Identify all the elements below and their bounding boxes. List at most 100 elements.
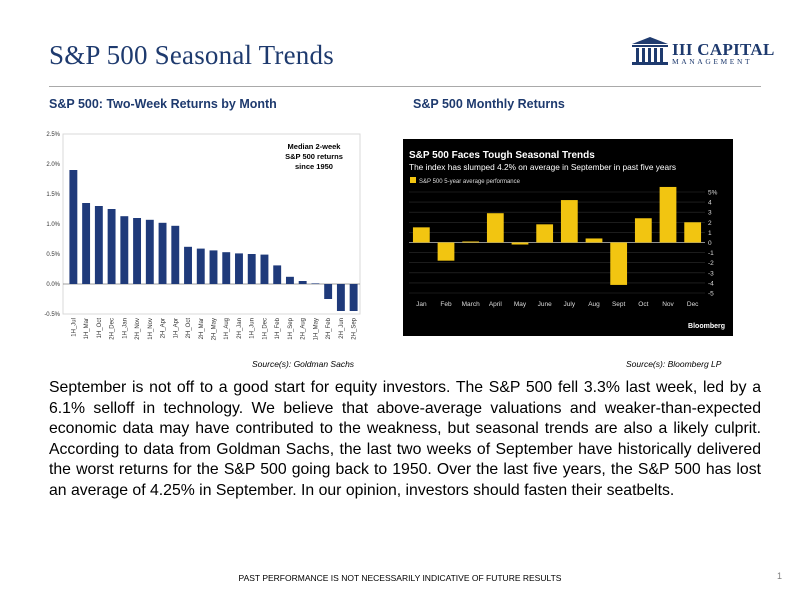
- two-week-returns-chart: 2.5% 2.0% 1.5% 1.0% 0.5% 0.0% -0.5% 1H_Jul 1H_Ma…: [44, 132, 361, 340]
- chart-annotation: since 1950: [295, 162, 333, 171]
- x-tick-label: 1H_Jan: [122, 318, 128, 339]
- y-tick-label: -3: [708, 270, 714, 277]
- chart-annotation: S&P 500 returns: [285, 152, 343, 161]
- bar-2H_Nov: [133, 218, 142, 284]
- bar-Feb: [437, 242, 455, 261]
- bar-1H_Aug: [222, 252, 231, 284]
- bar-Sept: [610, 242, 628, 285]
- left-source-note: Source(s): Goldman Sachs: [252, 359, 355, 369]
- y-tick-label: 4: [708, 200, 712, 207]
- x-tick-label: 2H_Dec: [110, 318, 116, 340]
- x-tick-label: Jan: [416, 301, 427, 308]
- bar-1H_Jan: [120, 216, 129, 284]
- y-tick-label: 0: [708, 240, 712, 247]
- x-tick-label: April: [489, 301, 503, 308]
- x-tick-label: 2H_Jun: [339, 318, 345, 339]
- y-tick-label: 0.0%: [46, 282, 60, 288]
- building-icon: [632, 37, 668, 65]
- x-tick-label: 1H_Dec: [262, 318, 268, 340]
- y-tick-label: 2.5%: [46, 132, 60, 138]
- x-tick-label: Feb: [440, 301, 452, 308]
- x-tick-label: 2H_Jan: [237, 318, 243, 339]
- y-tick-label: -0.5%: [44, 312, 60, 318]
- chart-subtitle: The index has slumped 4.2% on average in…: [409, 162, 676, 172]
- bar-2H_May: [209, 250, 218, 284]
- bar-1H_Feb: [273, 265, 282, 284]
- legend-swatch: [410, 177, 416, 183]
- y-tick-label: 0.5%: [46, 252, 60, 258]
- x-tick-label: Aug: [588, 301, 600, 308]
- y-tick-label: 5%: [708, 190, 718, 197]
- x-tick-label: May: [514, 301, 527, 308]
- company-logo: III CAPITAL MANAGEMENT: [630, 34, 774, 68]
- chart-annotation: Median 2-week: [288, 142, 342, 151]
- bar-July: [560, 200, 578, 243]
- legend-label: S&P 500 5-year average performance: [419, 179, 521, 185]
- x-tick-label: March: [462, 301, 480, 308]
- y-tick-label: 3: [708, 210, 712, 217]
- bar-Jan: [412, 227, 430, 243]
- x-tick-label: 1H_Mar: [84, 318, 90, 339]
- x-tick-label: 1H_Oct: [97, 318, 103, 339]
- x-tick-label: 2H_Aug: [301, 318, 307, 340]
- right-source-note: Source(s): Bloomberg LP: [626, 359, 722, 369]
- right-chart-title: S&P 500 Monthly Returns: [413, 97, 565, 111]
- bar-Nov: [659, 186, 677, 243]
- bar-2H_Apr: [158, 222, 167, 284]
- bar-1H_Apr: [171, 225, 180, 284]
- bar-2H_Jun: [336, 284, 345, 311]
- bar-May: [511, 242, 529, 245]
- bar-March: [462, 241, 480, 243]
- x-tick-label: 2H_Sep: [352, 317, 358, 339]
- bar-Aug: [585, 238, 603, 243]
- bar-April: [486, 213, 504, 243]
- x-tick-label: July: [564, 301, 576, 308]
- bar-2H_Dec: [107, 209, 116, 284]
- page-number: 1: [777, 571, 783, 581]
- x-tick-label: 1H_May: [313, 318, 319, 340]
- x-tick-label: 1H_Sep: [288, 317, 294, 339]
- bar-Dec: [684, 222, 702, 243]
- bar-June: [536, 224, 554, 243]
- bar-1H_Sep: [285, 276, 294, 284]
- y-tick-label: -2: [708, 260, 714, 267]
- x-tick-label: Sept: [612, 301, 626, 308]
- commentary-paragraph: September is not off to a good start for…: [49, 379, 761, 499]
- title-divider: [49, 86, 761, 87]
- bar-1H_May: [311, 283, 320, 284]
- x-tick-label: 2H_Apr: [161, 318, 167, 338]
- bar-2H_Aug: [298, 281, 307, 284]
- slide-title: S&P 500 Seasonal Trends: [49, 40, 334, 70]
- bar-1H_Dec: [260, 254, 269, 284]
- x-tick-label: Dec: [687, 301, 699, 308]
- left-chart-title: S&P 500: Two-Week Returns by Month: [49, 97, 277, 111]
- bar-1H_Jul: [69, 170, 78, 284]
- logo-name: III CAPITAL: [672, 40, 775, 59]
- x-tick-label: 1H_Apr: [173, 318, 179, 338]
- bar-Oct: [634, 218, 652, 243]
- x-tick-label: 2H_Nov: [135, 318, 141, 340]
- bar-2H_Sep: [349, 284, 358, 311]
- x-tick-label: 2H_Feb: [326, 317, 332, 339]
- x-tick-label: 1H_Jun: [250, 318, 256, 339]
- chart-title: S&P 500 Faces Tough Seasonal Trends: [409, 150, 595, 161]
- y-tick-label: -4: [708, 280, 714, 287]
- logo-subtitle: MANAGEMENT: [672, 57, 753, 66]
- x-tick-label: 2H_May: [212, 318, 218, 340]
- x-tick-label: 2H_Oct: [186, 318, 192, 339]
- x-tick-label: 1H_Jul: [71, 318, 77, 337]
- bar-1H_Jun: [247, 254, 256, 284]
- y-tick-label: -1: [708, 250, 714, 257]
- disclaimer-footer: PAST PERFORMANCE IS NOT NECESSARILY INDI…: [238, 573, 562, 583]
- x-tick-label: 1H_Nov: [148, 318, 154, 340]
- bloomberg-credit: Bloomberg: [688, 323, 725, 330]
- x-tick-label: Oct: [638, 301, 648, 308]
- x-tick-label: 2H_Mar: [199, 318, 205, 339]
- bar-2H_Mar: [196, 248, 205, 284]
- y-tick-label: 1.0%: [46, 222, 60, 228]
- bar-1H_Oct: [94, 206, 103, 284]
- bar-1H_Mar: [82, 203, 91, 284]
- bar-2H_Feb: [324, 284, 333, 299]
- bar-2H_Jan: [235, 253, 243, 284]
